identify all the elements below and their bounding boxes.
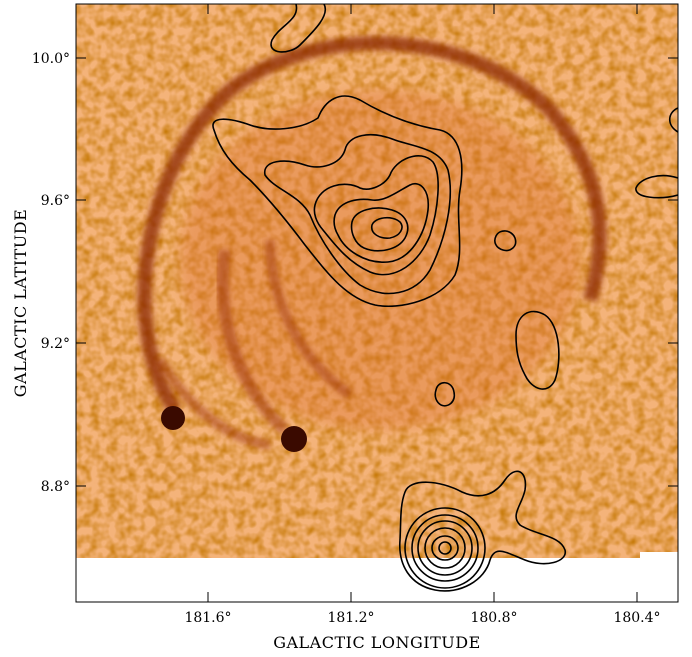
point-source-2	[281, 426, 307, 452]
contour-3	[313, 155, 439, 276]
contour-bottom-3	[411, 514, 479, 582]
filament-2	[265, 239, 353, 400]
ytick-label-4: 8.8°	[41, 479, 70, 495]
contour-right-blob	[515, 310, 560, 390]
contour-4	[333, 183, 430, 263]
filament-3	[155, 357, 271, 450]
contour-bottom-6	[431, 535, 459, 561]
y-axis-title: GALACTIC LATITUDE	[11, 209, 30, 398]
contour-top-edge	[270, 4, 327, 53]
point-source-1	[161, 406, 185, 430]
contour-bottom-2	[404, 507, 486, 589]
x-axis-title: GALACTIC LONGITUDE	[273, 633, 481, 652]
ytick-label-2: 9.6°	[41, 193, 70, 209]
contour-right-edge-1	[635, 174, 678, 199]
blank-strip	[76, 558, 640, 602]
contours	[212, 4, 678, 592]
xtick-label-3: 180.8°	[470, 610, 517, 626]
blank-strip-right	[640, 552, 678, 602]
contour-small-2	[434, 381, 456, 407]
contour-outer-1	[212, 95, 463, 307]
contour-bottom-4	[417, 520, 473, 576]
filament-1	[216, 249, 290, 435]
xtick-label-1: 181.6°	[184, 610, 231, 626]
ytick-label-3: 9.2°	[41, 336, 70, 352]
emission-image	[76, 4, 678, 602]
diffuse-emission	[180, 90, 580, 430]
tick-marks	[76, 4, 678, 602]
ytick-label-1: 10.0°	[32, 51, 70, 67]
xtick-label-4: 180.4°	[613, 610, 660, 626]
contour-right-edge-2	[668, 107, 678, 133]
contour-small-1	[494, 230, 517, 252]
contour-bottom-7	[438, 541, 452, 555]
contour-6	[370, 216, 403, 239]
contour-5	[350, 207, 409, 252]
plot-frame	[75, 3, 679, 603]
contour-bottom-5	[424, 527, 466, 569]
contour-2	[264, 134, 452, 295]
contour-bottom-outer	[399, 470, 566, 592]
shell-arc-outer	[137, 36, 607, 414]
xtick-label-2: 181.2°	[327, 610, 374, 626]
